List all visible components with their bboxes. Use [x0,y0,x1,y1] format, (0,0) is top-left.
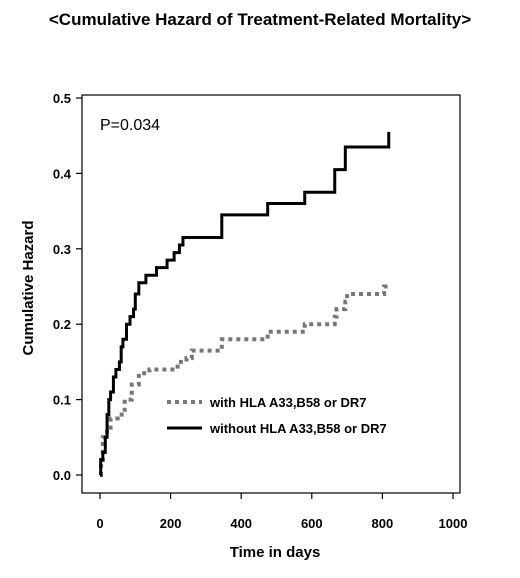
series-with-hla-line [99,284,390,477]
y-tick-label: 0.3 [53,242,71,257]
y-tick-label: 0.1 [53,393,71,408]
y-axis: 0.0 0.1 0.2 0.3 0.4 0.5 [53,91,82,483]
y-tick-label: 0.5 [53,91,71,106]
chart-title: <Cumulative Hazard of Treatment-Related … [49,10,471,29]
p-value-annotation: P=0.034 [100,117,160,134]
legend-label-without-hla: without HLA A33,B58 or DR7 [209,421,387,436]
x-tick-label: 800 [372,516,394,531]
plot-frame [81,94,461,494]
x-axis: 0 200 400 600 800 1000 [96,493,467,531]
y-axis-label: Cumulative Hazard [20,220,37,355]
x-tick-label: 600 [301,516,323,531]
legend: with HLA A33,B58 or DR7 without HLA A33,… [167,395,387,436]
x-axis-label: Time in days [230,544,321,561]
x-tick-label: 200 [160,516,182,531]
series-layer [99,131,391,477]
y-tick-label: 0.4 [53,166,72,181]
x-tick-label: 400 [230,516,252,531]
series-without-hla-line [99,131,391,477]
x-tick-label: 1000 [439,516,468,531]
legend-label-with-hla: with HLA A33,B58 or DR7 [209,395,367,410]
y-tick-label: 0.2 [53,317,71,332]
y-tick-label: 0.0 [53,468,71,483]
x-tick-label: 0 [96,516,103,531]
